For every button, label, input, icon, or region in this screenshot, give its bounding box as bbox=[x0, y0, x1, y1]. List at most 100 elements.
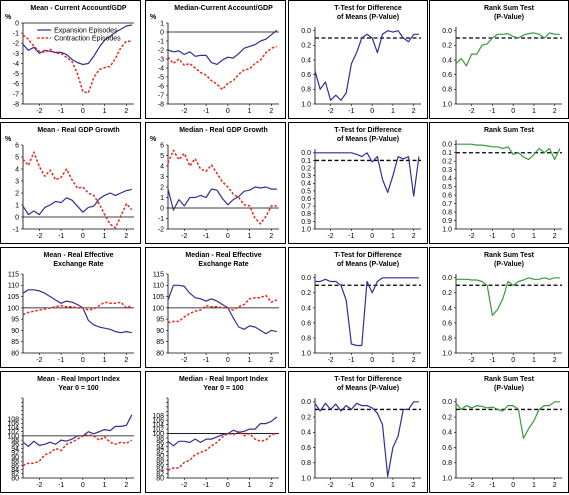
x-tick-label: -1 bbox=[489, 233, 495, 240]
x-tick-label: -1 bbox=[348, 233, 354, 240]
x-tick-label: 0 bbox=[226, 233, 230, 240]
x-tick-label: -1 bbox=[203, 108, 209, 115]
y-tick-label: 0 bbox=[160, 29, 164, 36]
x-tick-label: 0 bbox=[370, 108, 374, 115]
x-tick-label: 1 bbox=[391, 108, 395, 115]
chart-title: (P-Value) bbox=[494, 261, 524, 268]
chart-title: Exchange Rate bbox=[198, 261, 248, 268]
x-tick-label: 1 bbox=[391, 357, 395, 364]
y-tick-label: 88 bbox=[11, 459, 19, 466]
series-line-secondary bbox=[22, 434, 133, 467]
x-tick-label: 0 bbox=[226, 108, 230, 115]
y-tick-label: 1.0 bbox=[442, 226, 452, 233]
y-tick-label: -8 bbox=[158, 101, 164, 108]
x-tick-label: 0 bbox=[226, 357, 230, 364]
x-tick-label: -1 bbox=[58, 233, 64, 240]
y-tick-label: 0.7 bbox=[301, 204, 311, 211]
chart-title: T-Test for Difference bbox=[334, 127, 402, 134]
chart-svg-r1c2: T-Test for Difference of Means (P-Value) 0… bbox=[301, 127, 421, 240]
y-tick-label: 102 bbox=[7, 429, 19, 436]
y-tick-label: 92 bbox=[11, 450, 19, 457]
chart-title: Mean - Real Effective bbox=[43, 252, 113, 259]
y-tick-label: 0.8 bbox=[442, 209, 452, 216]
chart-svg-r0c1: Median-Current Account/GDP%10-1-2-3-4-5-… bbox=[150, 5, 279, 115]
y-tick-label: 105 bbox=[7, 294, 19, 301]
y-tick-label: -5 bbox=[13, 71, 19, 78]
chart-title: Rank Sum Test bbox=[484, 252, 535, 259]
x-tick-label: 0 bbox=[81, 482, 85, 489]
y-tick-label: 0.5 bbox=[442, 184, 452, 191]
x-tick-label: -2 bbox=[468, 482, 474, 489]
series-line-secondary bbox=[167, 45, 278, 91]
y-tick-label: 0.0 bbox=[301, 28, 311, 35]
y-tick-label: 0.4 bbox=[442, 176, 452, 183]
series-line-primary bbox=[22, 289, 132, 334]
y-tick-label: 0.2 bbox=[301, 414, 311, 421]
y-tick-label: 90 bbox=[11, 454, 19, 461]
x-tick-label: -1 bbox=[489, 108, 495, 115]
y-tick-label: 0.7 bbox=[442, 201, 452, 208]
y-tick-label: 80 bbox=[11, 475, 19, 482]
chart-title: Mean - Real Import Index bbox=[37, 376, 120, 383]
y-tick-label: 0.8 bbox=[442, 87, 452, 94]
series-line-secondary bbox=[22, 301, 133, 316]
x-tick-label: 2 bbox=[124, 482, 128, 489]
chart-svg-r1c1: Median - Real GDP Growth%6 5 4 3 2 1 0 -1 -2 -2 -1… bbox=[150, 127, 279, 240]
series-line-primary bbox=[167, 186, 277, 211]
chart-svg-r2c1: Median - Real Effective Exchange Rate 115 1… bbox=[152, 252, 279, 364]
x-tick-label: 2 bbox=[124, 108, 128, 115]
chart-title: (P-Value) bbox=[494, 14, 524, 21]
x-tick-label: 1 bbox=[103, 233, 107, 240]
x-tick-label: 0 bbox=[81, 357, 85, 364]
chart-title: Median - Real GDP Growth bbox=[179, 127, 268, 134]
x-tick-label: 2 bbox=[553, 108, 557, 115]
chart-title: (P-Value) bbox=[494, 385, 524, 392]
y-tick-label: -1 bbox=[13, 226, 19, 233]
series-line-primary bbox=[22, 24, 132, 66]
chart-title: Median - Real Effective bbox=[185, 252, 261, 259]
series-line-primary bbox=[167, 29, 278, 66]
series-line-primary bbox=[315, 152, 420, 197]
y-tick-label: -4 bbox=[158, 65, 164, 72]
y-tick-label: 0.9 bbox=[442, 218, 452, 225]
y-tick-label: 110 bbox=[153, 283, 164, 290]
x-tick-label: 2 bbox=[124, 357, 128, 364]
y-tick-label: 1.0 bbox=[301, 350, 311, 357]
y-tick-label: 0.8 bbox=[301, 211, 311, 218]
chart-title: T-Test for Difference bbox=[334, 252, 402, 259]
y-tick-label: 82 bbox=[156, 471, 164, 478]
y-tick-label: 0.2 bbox=[301, 290, 311, 297]
chart-title: of Means (P-Value) bbox=[337, 136, 399, 143]
unit-label: % bbox=[150, 136, 157, 143]
y-tick-label: -1 bbox=[13, 31, 19, 38]
chart-title: T-Test for Difference bbox=[334, 5, 402, 12]
y-tick-label: 0.9 bbox=[301, 219, 311, 226]
y-tick-label: 0.3 bbox=[301, 173, 311, 180]
chart-title: Median-Current Account/GDP bbox=[174, 5, 273, 12]
y-tick-label: 5 bbox=[15, 154, 19, 161]
y-tick-label: 0 bbox=[15, 20, 19, 27]
x-tick-label: 1 bbox=[532, 482, 536, 489]
chart-panel-r1c0: Mean - Real GDP Growth% 6 5 4 3 2 1 0 -1 -2 -1 0 1 2 bbox=[0, 122, 141, 244]
x-tick-label: 0 bbox=[511, 233, 515, 240]
y-tick-label: 1.0 bbox=[301, 475, 311, 482]
y-tick-label: 94 bbox=[11, 446, 19, 453]
y-tick-label: 90 bbox=[156, 453, 164, 460]
chart-title: Rank Sum Test bbox=[484, 127, 535, 134]
x-tick-label: -2 bbox=[327, 108, 333, 115]
x-tick-label: -2 bbox=[36, 482, 42, 489]
x-tick-label: 1 bbox=[248, 108, 252, 115]
y-tick-label: 3 bbox=[15, 178, 19, 185]
y-tick-label: 0.2 bbox=[442, 159, 452, 166]
y-tick-label: 0.4 bbox=[301, 181, 311, 188]
y-tick-label: 0.1 bbox=[301, 158, 311, 165]
y-tick-label: 4 bbox=[15, 166, 19, 173]
y-tick-label: -7 bbox=[158, 92, 164, 99]
y-tick-label: 0.8 bbox=[442, 460, 452, 467]
chart-title: of Means (P-Value) bbox=[337, 261, 399, 268]
series-line-primary bbox=[167, 284, 277, 335]
y-tick-label: -3 bbox=[13, 51, 19, 58]
x-tick-label: -2 bbox=[181, 357, 187, 364]
y-tick-label: 0.0 bbox=[301, 150, 311, 157]
y-tick-label: 0.6 bbox=[301, 196, 311, 203]
